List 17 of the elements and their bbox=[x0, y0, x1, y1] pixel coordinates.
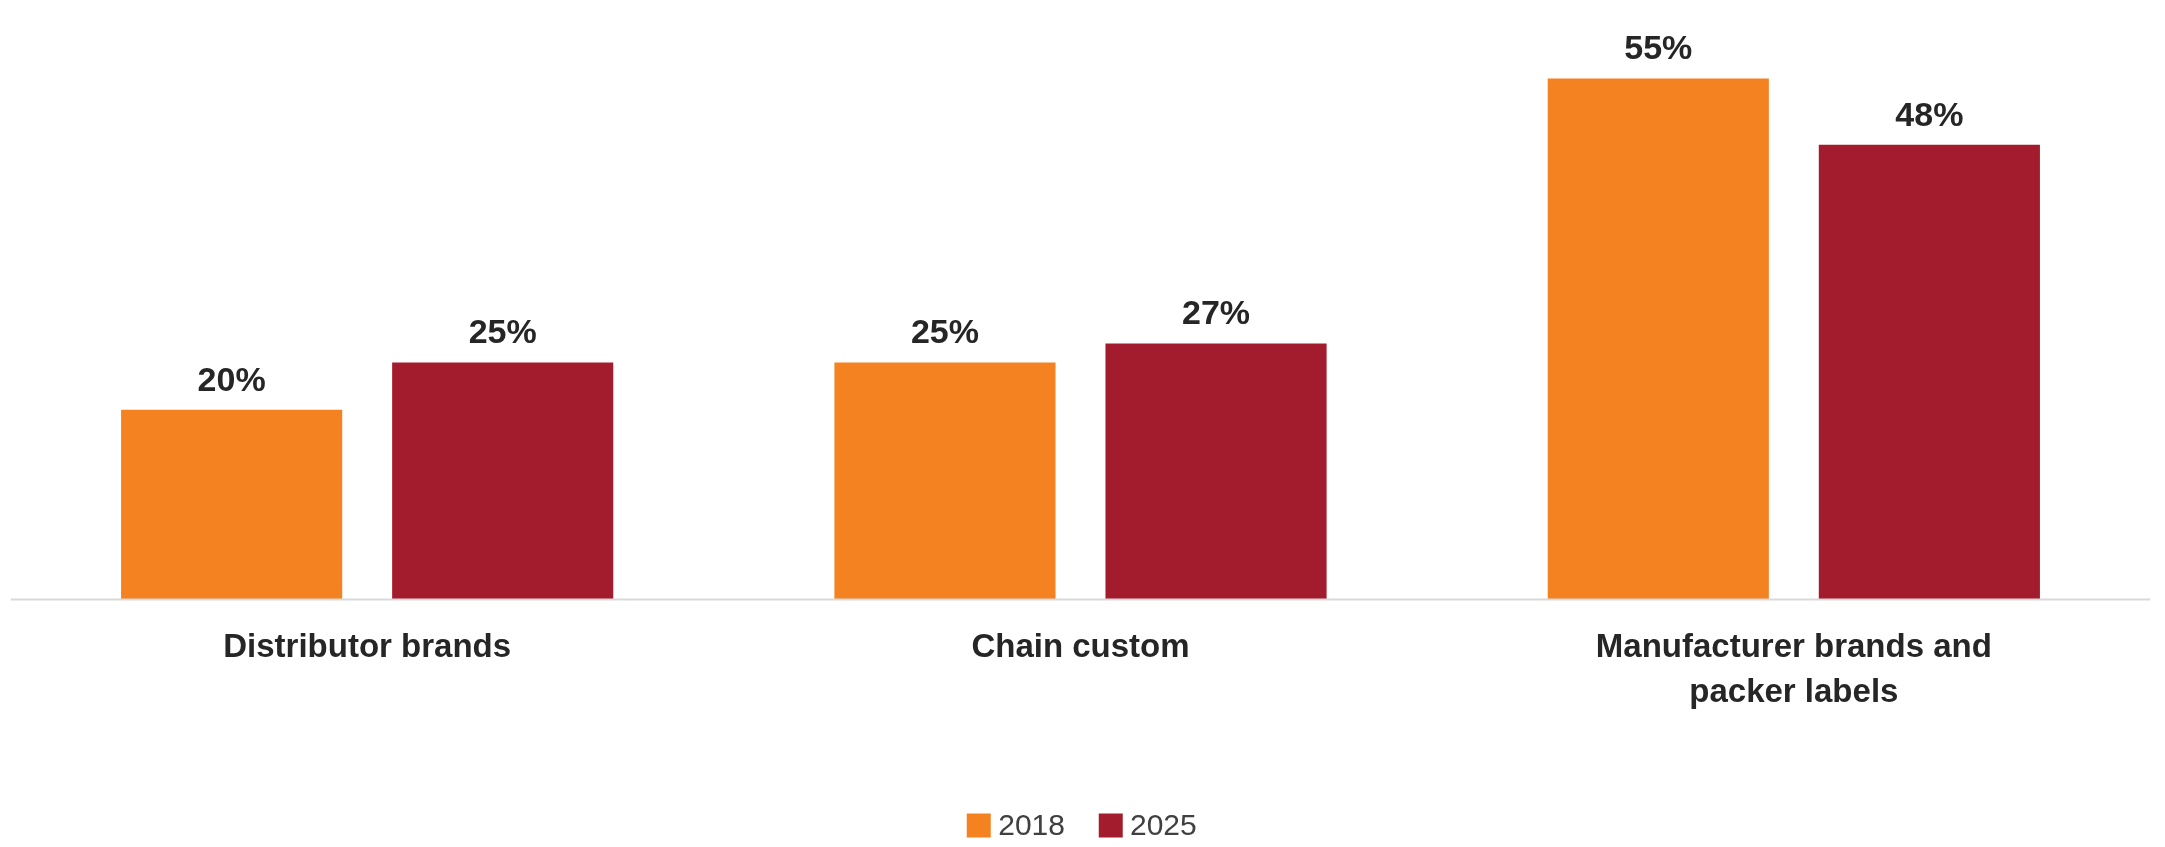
bar bbox=[1547, 78, 1769, 600]
bar bbox=[1105, 343, 1327, 600]
data-label: 27% bbox=[1182, 293, 1251, 332]
bar bbox=[392, 362, 614, 600]
legend-label: 2018 bbox=[998, 808, 1065, 842]
x-tick-label: Manufacturer brands and packer labels bbox=[1595, 627, 1992, 709]
bar bbox=[121, 409, 343, 600]
data-label: 25% bbox=[468, 312, 537, 351]
data-label: 48% bbox=[1895, 94, 1964, 133]
bar bbox=[834, 362, 1056, 600]
data-label: 20% bbox=[197, 359, 266, 398]
legend-label: 2025 bbox=[1130, 808, 1197, 842]
x-tick-label: Chain custom bbox=[971, 627, 1190, 665]
bar bbox=[1818, 144, 2040, 600]
data-label: 55% bbox=[1624, 28, 1693, 67]
data-label: 25% bbox=[910, 312, 979, 351]
x-tick-label: Distributor brands bbox=[223, 627, 512, 665]
